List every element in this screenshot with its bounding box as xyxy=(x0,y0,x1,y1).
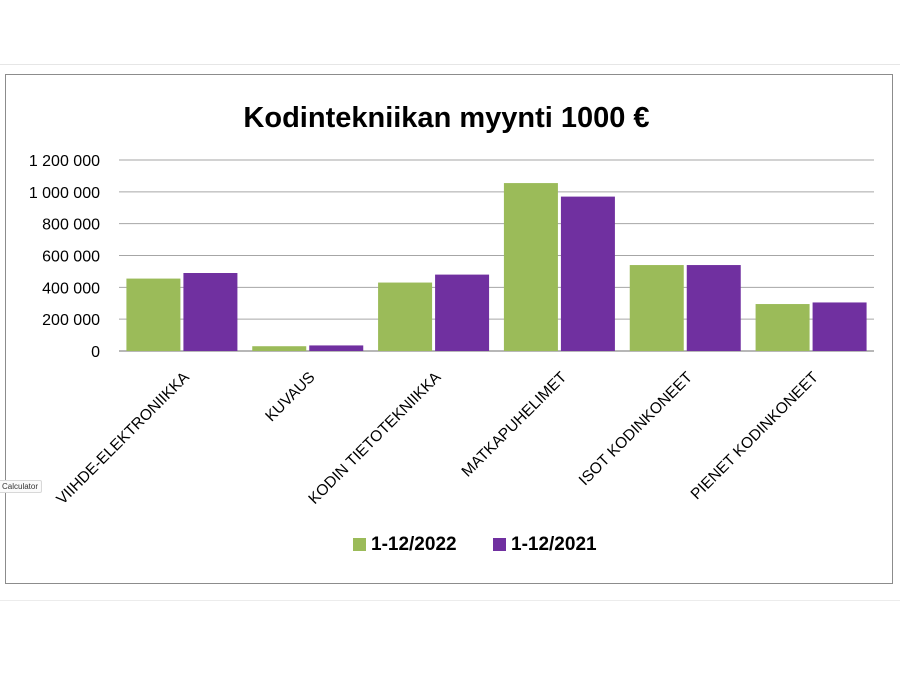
x-tick-label: KUVAUS xyxy=(262,369,318,425)
bar-series-2021 xyxy=(183,273,238,351)
legend-swatch xyxy=(493,538,506,551)
top-divider xyxy=(0,64,900,65)
calculator-tooltip: Calculator xyxy=(0,480,43,493)
bar-series-2022 xyxy=(126,278,181,351)
chart-title: Kodintekniikan myynti 1000 € xyxy=(243,102,649,134)
bar-series-2021 xyxy=(812,302,867,351)
bar-series-2022 xyxy=(629,265,684,351)
bottom-divider xyxy=(0,600,900,601)
chart-frame: Kodintekniikan myynti 1000 € 0 200 000 400 … xyxy=(5,74,893,584)
bar-series-2022 xyxy=(503,183,558,351)
y-tick-label: 200 000 xyxy=(42,312,100,329)
legend-swatch xyxy=(353,538,366,551)
bar-series-2022 xyxy=(378,282,433,351)
bar-series-2021 xyxy=(435,274,490,351)
bar-series-2021 xyxy=(686,265,741,351)
y-tick-label: 400 000 xyxy=(42,280,100,297)
y-tick-label: 1 000 000 xyxy=(29,185,100,202)
x-tick-label: MATKAPUHELIMET xyxy=(459,368,571,480)
legend-label: 1-12/2021 xyxy=(511,534,597,555)
x-tick-label: KODIN TIETOTEKNIIKKA xyxy=(305,368,444,507)
bar-series-2021 xyxy=(560,196,615,351)
x-tick-label: PIENET KODINKONEET xyxy=(688,368,823,503)
legend-label: 1-12/2022 xyxy=(371,534,457,555)
bar-series-2022 xyxy=(755,304,810,351)
bar-series-2021 xyxy=(309,345,364,351)
x-tick-label: ISOT KODINKONEET xyxy=(576,368,697,489)
y-tick-label: 600 000 xyxy=(42,249,100,266)
chart-svg: Kodintekniikan myynti 1000 € 0 200 000 400 … xyxy=(29,102,874,555)
y-tick-label: 0 xyxy=(91,344,100,361)
bar-series-2022 xyxy=(252,346,307,351)
y-tick-label: 1 200 000 xyxy=(29,153,100,170)
x-tick-label: VIIHDE-ELEKTRONIIKKA xyxy=(53,368,193,508)
y-tick-label: 800 000 xyxy=(42,217,100,234)
